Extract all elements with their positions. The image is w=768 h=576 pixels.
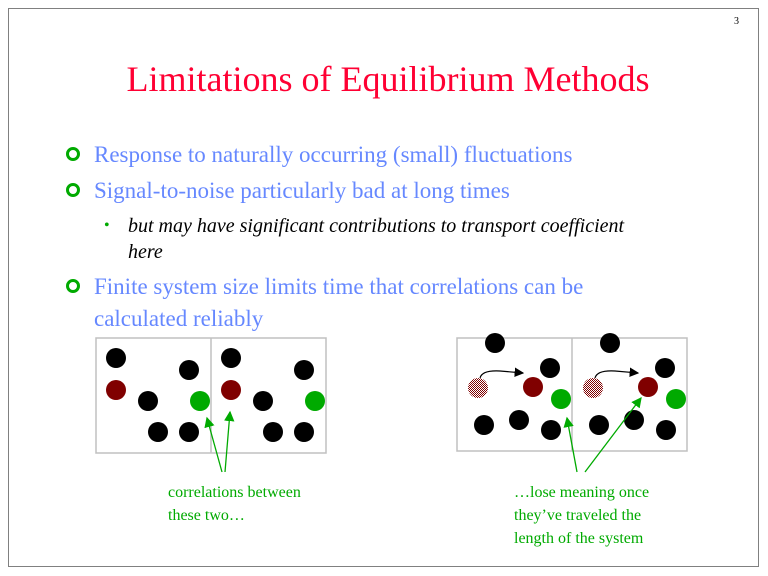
particle: [148, 422, 168, 442]
particle: [509, 410, 529, 430]
motion-arrow: [594, 367, 640, 379]
particle-green: [190, 391, 210, 411]
caption-line: length of the system: [514, 530, 644, 547]
particle: [253, 391, 273, 411]
particle: [655, 358, 675, 378]
particle-red: [523, 377, 543, 397]
caption-line: …lose meaning once: [514, 484, 650, 501]
particle: [221, 348, 241, 368]
bullet-text: Signal-to-noise particularly bad at long…: [94, 178, 510, 203]
caption-line: correlations between: [168, 484, 301, 501]
pointer-arrow: [224, 410, 235, 473]
particle-green: [305, 391, 325, 411]
motion-arrow: [479, 367, 525, 379]
sub-bullet-line-1: but may have significant contributions t…: [128, 215, 625, 237]
pointer-arrow: [204, 416, 223, 473]
caption-left: correlations between these two…: [168, 481, 301, 527]
particle-previous-position: [583, 378, 603, 398]
particle: [589, 415, 609, 435]
particle: [106, 348, 126, 368]
pointer-arrow: [584, 396, 642, 473]
particle: [541, 420, 561, 440]
particle-previous-position: [468, 378, 488, 398]
particle-green: [666, 389, 686, 409]
particle: [656, 420, 676, 440]
particle: [540, 358, 560, 378]
particle: [138, 391, 158, 411]
pointer-arrow: [563, 416, 578, 473]
bullet-text: Finite system size limits time that corr…: [94, 274, 584, 299]
particle-green: [551, 389, 571, 409]
slide-title: Limitations of Equilibrium Methods: [126, 59, 650, 99]
particle: [294, 360, 314, 380]
particle: [624, 410, 644, 430]
particle: [485, 333, 505, 353]
circle-bullet-icon: [66, 183, 80, 197]
particle-red: [106, 380, 126, 400]
bullet-text-line-2: calculated reliably: [94, 306, 264, 331]
page-number: 3: [734, 16, 739, 27]
bullet-text: Response to naturally occurring (small) …: [94, 142, 573, 167]
circle-bullet-icon: [66, 279, 80, 293]
sub-bullet-line-2: here: [128, 241, 163, 263]
particle: [474, 415, 494, 435]
caption-right: …lose meaning once they’ve traveled the …: [514, 481, 649, 550]
particle: [294, 422, 314, 442]
caption-line: they’ve traveled the: [514, 507, 642, 524]
particle: [179, 360, 199, 380]
circle-bullet-icon: [66, 147, 80, 161]
slide-frame: [8, 8, 759, 567]
particle: [600, 333, 620, 353]
particle-red: [221, 380, 241, 400]
particle-red: [638, 377, 658, 397]
dot-bullet-icon: •: [104, 217, 110, 234]
particle: [263, 422, 283, 442]
particle: [179, 422, 199, 442]
caption-line: these two…: [168, 507, 245, 524]
